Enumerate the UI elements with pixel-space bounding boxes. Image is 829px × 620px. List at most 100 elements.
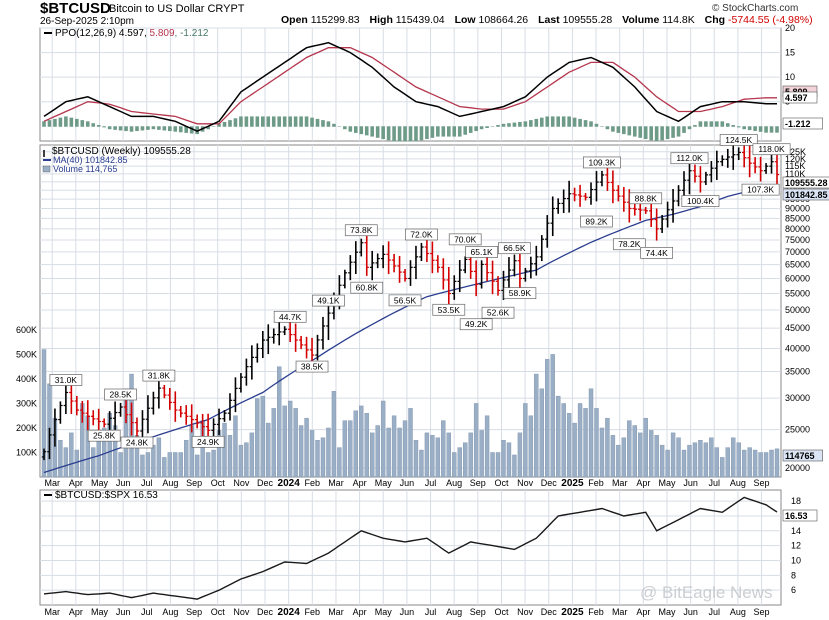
open-value: 115299.83 [310,14,360,26]
volume-bar [167,452,173,478]
ppo-histogram-bar [457,126,462,137]
x-axis-label-mid: Dec [541,478,558,488]
x-axis-label-bottom: Nov [517,607,534,617]
x-axis-label-mid: Apr [636,478,650,488]
volume-tick-label: 400K [16,374,37,384]
ppo-histogram-bar [359,126,364,135]
ppo-histogram-bar [463,126,468,135]
ppo-histogram-bar [375,126,380,138]
volume-bar [709,437,714,478]
x-axis-label-bottom: Apr [353,607,367,617]
x-axis-label-bottom: Jun [400,607,415,617]
x-axis-label-mid: Apr [69,478,83,488]
ppo-histogram-bar [643,126,648,140]
ppo-histogram-bar [775,126,779,133]
volume-bar [151,444,156,478]
price-annotation-label: 74.4K [646,248,669,258]
volume-bar [725,447,730,478]
last-price-value: 109555.28 [785,178,828,188]
ppo-histogram-bar [485,126,489,128]
ratio-tick-label: 18 [791,496,801,506]
volume-bar [222,422,227,478]
ppo-histogram-bar [310,117,314,127]
ppo-histogram-bar [206,126,210,130]
ppo-histogram-bar [222,121,227,127]
ppo-histogram-bar [129,126,134,132]
x-axis-label-bottom: Feb [588,607,604,617]
ppo-histogram-bar [102,126,106,128]
ppo-histogram-bar [217,123,221,127]
ppo-histogram-bar [408,126,413,142]
volume-bar [145,452,151,478]
price-annotation-label: 44.7K [279,312,302,322]
volume-legend-text: Volume 114,765 [53,164,117,174]
x-axis-label-mid: Jun [683,478,698,488]
volume-bar [659,444,665,478]
ppo-histogram-bar [261,116,265,127]
price-tick-label: 50000 [785,305,810,315]
volume-bar [359,405,364,478]
x-axis-label-mid: Aug [162,478,178,488]
ppo-histogram-bar [539,117,544,127]
ppo-histogram-bar [567,116,571,127]
price-tick-label: 30000 [785,393,810,403]
ppo-histogram-bar [107,126,112,130]
price-tick-label: 35000 [785,367,810,377]
ppo-histogram-bar [479,126,484,130]
volume-bar [364,413,369,478]
volume-bar [627,420,632,478]
ppo-histogram-bar [561,116,566,127]
x-axis-label-bottom: Jun [683,607,698,617]
price-annotation-box [120,436,154,449]
x-axis-label-bottom: May [658,607,676,617]
x-axis-label-bottom: Jun [116,607,131,617]
ratio-tick-label: 14 [791,526,801,536]
ppo-histogram-bar [753,126,757,131]
volume-bar [692,442,698,478]
x-axis-label-bottom: Jul [141,607,153,617]
volume-tick-label: 200K [16,423,37,433]
ppo-histogram-bar [687,126,692,130]
symbol-title: $BTCUSD [40,0,111,17]
volume-bar [534,373,539,478]
volume-bar [227,435,233,478]
open-label: Open [281,14,308,26]
price-tick-label: 25000 [785,425,810,435]
volume-bar [654,435,659,478]
volume-bar [413,440,419,478]
ppo-histogram-bar [665,126,670,140]
volume-bar [752,449,758,478]
x-axis-label-mid: Feb [305,478,321,488]
watermark-text: @ BitEagle News [640,583,773,602]
ppo-histogram-bar [151,126,156,130]
price-tick-label: 20000 [785,463,810,473]
ppo-tick-label: 20 [785,23,795,33]
price-annotation-label: 118.0K [758,144,785,154]
volume-bar [118,452,123,478]
ppo-histogram-bar [146,126,150,130]
ppo-histogram-bar [244,116,249,127]
ppo-histogram-bar [140,126,145,131]
price-annotation-label: 88.8K [635,193,658,203]
price-annotation-label: 109.3K [588,157,615,167]
ppo-histogram-bar [764,126,768,133]
ppo-tick-label: 15 [785,48,795,58]
price-annotation-box [752,143,791,156]
ppo-histogram-bar [326,121,331,127]
volume-bar [331,390,337,478]
volume-bar [621,437,627,478]
volume-bar [501,440,506,478]
price-annotation-box [498,242,531,255]
price-annotation-box [719,134,758,146]
x-axis-label-bottom: Dec [541,607,558,617]
ppo-histogram-bar [704,121,708,127]
x-axis-label-mid: Sep [470,478,486,488]
price-legend-text: $BTCUSD (Weekly) 109555.28 [52,146,191,157]
volume-bar [468,432,473,478]
price-tick-label: 55000 [785,289,810,299]
ppo-histogram-bar [747,126,752,131]
price-annotation-box [640,246,674,259]
volume-bar [643,417,648,478]
